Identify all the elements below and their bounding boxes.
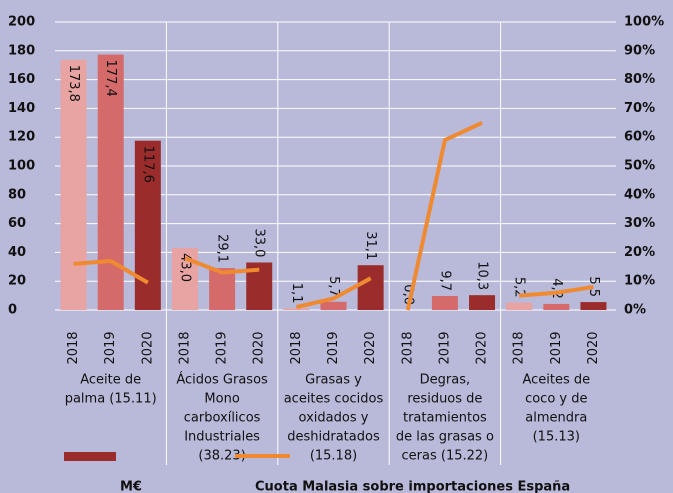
- value-label: 9,7: [437, 270, 452, 291]
- y2-tick-label: 90%: [624, 43, 655, 58]
- y2-tick-label: 30%: [624, 216, 655, 231]
- group-label: tratamientos: [403, 411, 487, 426]
- value-label: 43,0: [177, 253, 192, 282]
- legend-label: Cuota Malasia sobre importaciones España: [255, 480, 570, 493]
- group-label: deshidratados: [287, 430, 380, 445]
- x-tick-label: 2018: [177, 331, 192, 364]
- y2-tick-label: 40%: [624, 187, 655, 202]
- group-label: Ácidos Grasos: [176, 372, 268, 388]
- group-label: residuos de: [407, 392, 482, 407]
- bar: [506, 302, 533, 310]
- y-tick-label: 0: [8, 303, 17, 318]
- value-label: 117,6: [140, 146, 155, 183]
- x-tick-label: 2020: [475, 331, 490, 364]
- group-label: ceras (15.22): [402, 449, 489, 464]
- bar: [469, 295, 496, 310]
- value-label: 29,1: [215, 234, 230, 263]
- x-tick-label: 2018: [400, 331, 415, 364]
- y-tick-label: 200: [8, 15, 35, 30]
- bar: [283, 308, 310, 310]
- x-tick-label: 2019: [549, 331, 564, 364]
- y2-tick-label: 60%: [624, 130, 655, 145]
- legend-swatch: [64, 452, 116, 461]
- group-label: Industriales: [184, 430, 260, 445]
- line-series: [295, 276, 372, 310]
- y2-tick-label: 0%: [624, 303, 646, 318]
- y2-tick-label: 50%: [624, 159, 655, 174]
- line-series: [73, 259, 149, 285]
- x-tick-label: 2020: [363, 331, 378, 364]
- x-tick-label: 2018: [289, 331, 304, 364]
- group-label: (38.23): [198, 449, 245, 464]
- y2-tick-label: 80%: [624, 72, 655, 87]
- value-label: 1,1: [289, 283, 304, 304]
- x-tick-label: 2019: [437, 331, 452, 364]
- line-series: [519, 284, 594, 298]
- line-series: [184, 256, 260, 275]
- value-label: 10,3: [475, 261, 490, 290]
- bar: [209, 268, 236, 310]
- value-label: 5,2: [512, 277, 527, 298]
- group-label: Aceite de: [80, 373, 141, 388]
- group-label: coco y de: [525, 392, 587, 407]
- group-label: palma (15.11): [65, 392, 157, 407]
- y2-tick-label: 70%: [624, 101, 655, 116]
- y-tick-label: 100: [8, 159, 35, 174]
- group-label: Grasas y: [305, 373, 362, 388]
- y-tick-label: 60: [8, 216, 26, 231]
- bar: [320, 301, 347, 310]
- value-label: 5,7: [326, 276, 341, 297]
- y2-tick-label: 10%: [624, 274, 655, 289]
- group-label: aceites cocidos: [284, 392, 384, 407]
- value-label: 4,2: [549, 278, 564, 299]
- group-label: Degras,: [420, 373, 470, 388]
- bar: [60, 59, 87, 311]
- value-label: 5,5: [586, 276, 601, 297]
- line-series: [405, 120, 483, 311]
- group-label: Aceites de: [522, 373, 590, 388]
- y-tick-label: 160: [8, 72, 35, 87]
- x-tick-label: 2018: [512, 331, 527, 364]
- value-label: 173,8: [66, 65, 81, 102]
- bar: [580, 302, 607, 310]
- y-tick-label: 40: [8, 245, 26, 260]
- x-tick-label: 2018: [66, 331, 81, 364]
- y-tick-label: 180: [8, 43, 35, 58]
- group-label: (15.13): [533, 430, 580, 445]
- bar: [357, 265, 384, 310]
- bar: [543, 303, 570, 310]
- group-label: (15.18): [310, 449, 357, 464]
- legend-label: M€: [120, 480, 142, 493]
- group-label: oxidados y: [299, 411, 369, 426]
- y-tick-label: 20: [8, 274, 26, 289]
- y2-tick-label: 100%: [624, 15, 664, 30]
- x-tick-label: 2019: [215, 331, 230, 364]
- y-tick-label: 140: [8, 101, 35, 116]
- bar: [431, 296, 458, 310]
- group-label: carboxílicos: [184, 411, 261, 426]
- x-tick-label: 2020: [252, 331, 267, 364]
- group-label: de las grasas o: [396, 430, 494, 445]
- value-label: 31,1: [363, 231, 378, 260]
- y2-tick-label: 20%: [624, 245, 655, 260]
- group-label: almendra: [525, 411, 587, 426]
- group-label: Mono: [204, 392, 239, 407]
- y-tick-label: 80: [8, 187, 26, 202]
- x-tick-label: 2020: [586, 331, 601, 364]
- value-label: 177,4: [103, 60, 118, 97]
- x-tick-label: 2019: [326, 331, 341, 364]
- x-tick-label: 2020: [140, 331, 155, 364]
- y-tick-label: 120: [8, 130, 35, 145]
- x-tick-label: 2019: [103, 331, 118, 364]
- value-label: 33,0: [252, 229, 267, 258]
